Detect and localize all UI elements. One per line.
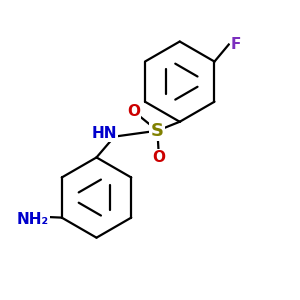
Text: F: F [231, 37, 242, 52]
Text: S: S [151, 122, 164, 140]
Text: HN: HN [91, 126, 117, 141]
Text: S: S [151, 122, 164, 140]
Text: NH₂: NH₂ [16, 212, 49, 227]
Text: O: O [152, 150, 165, 165]
Text: O: O [127, 104, 140, 119]
